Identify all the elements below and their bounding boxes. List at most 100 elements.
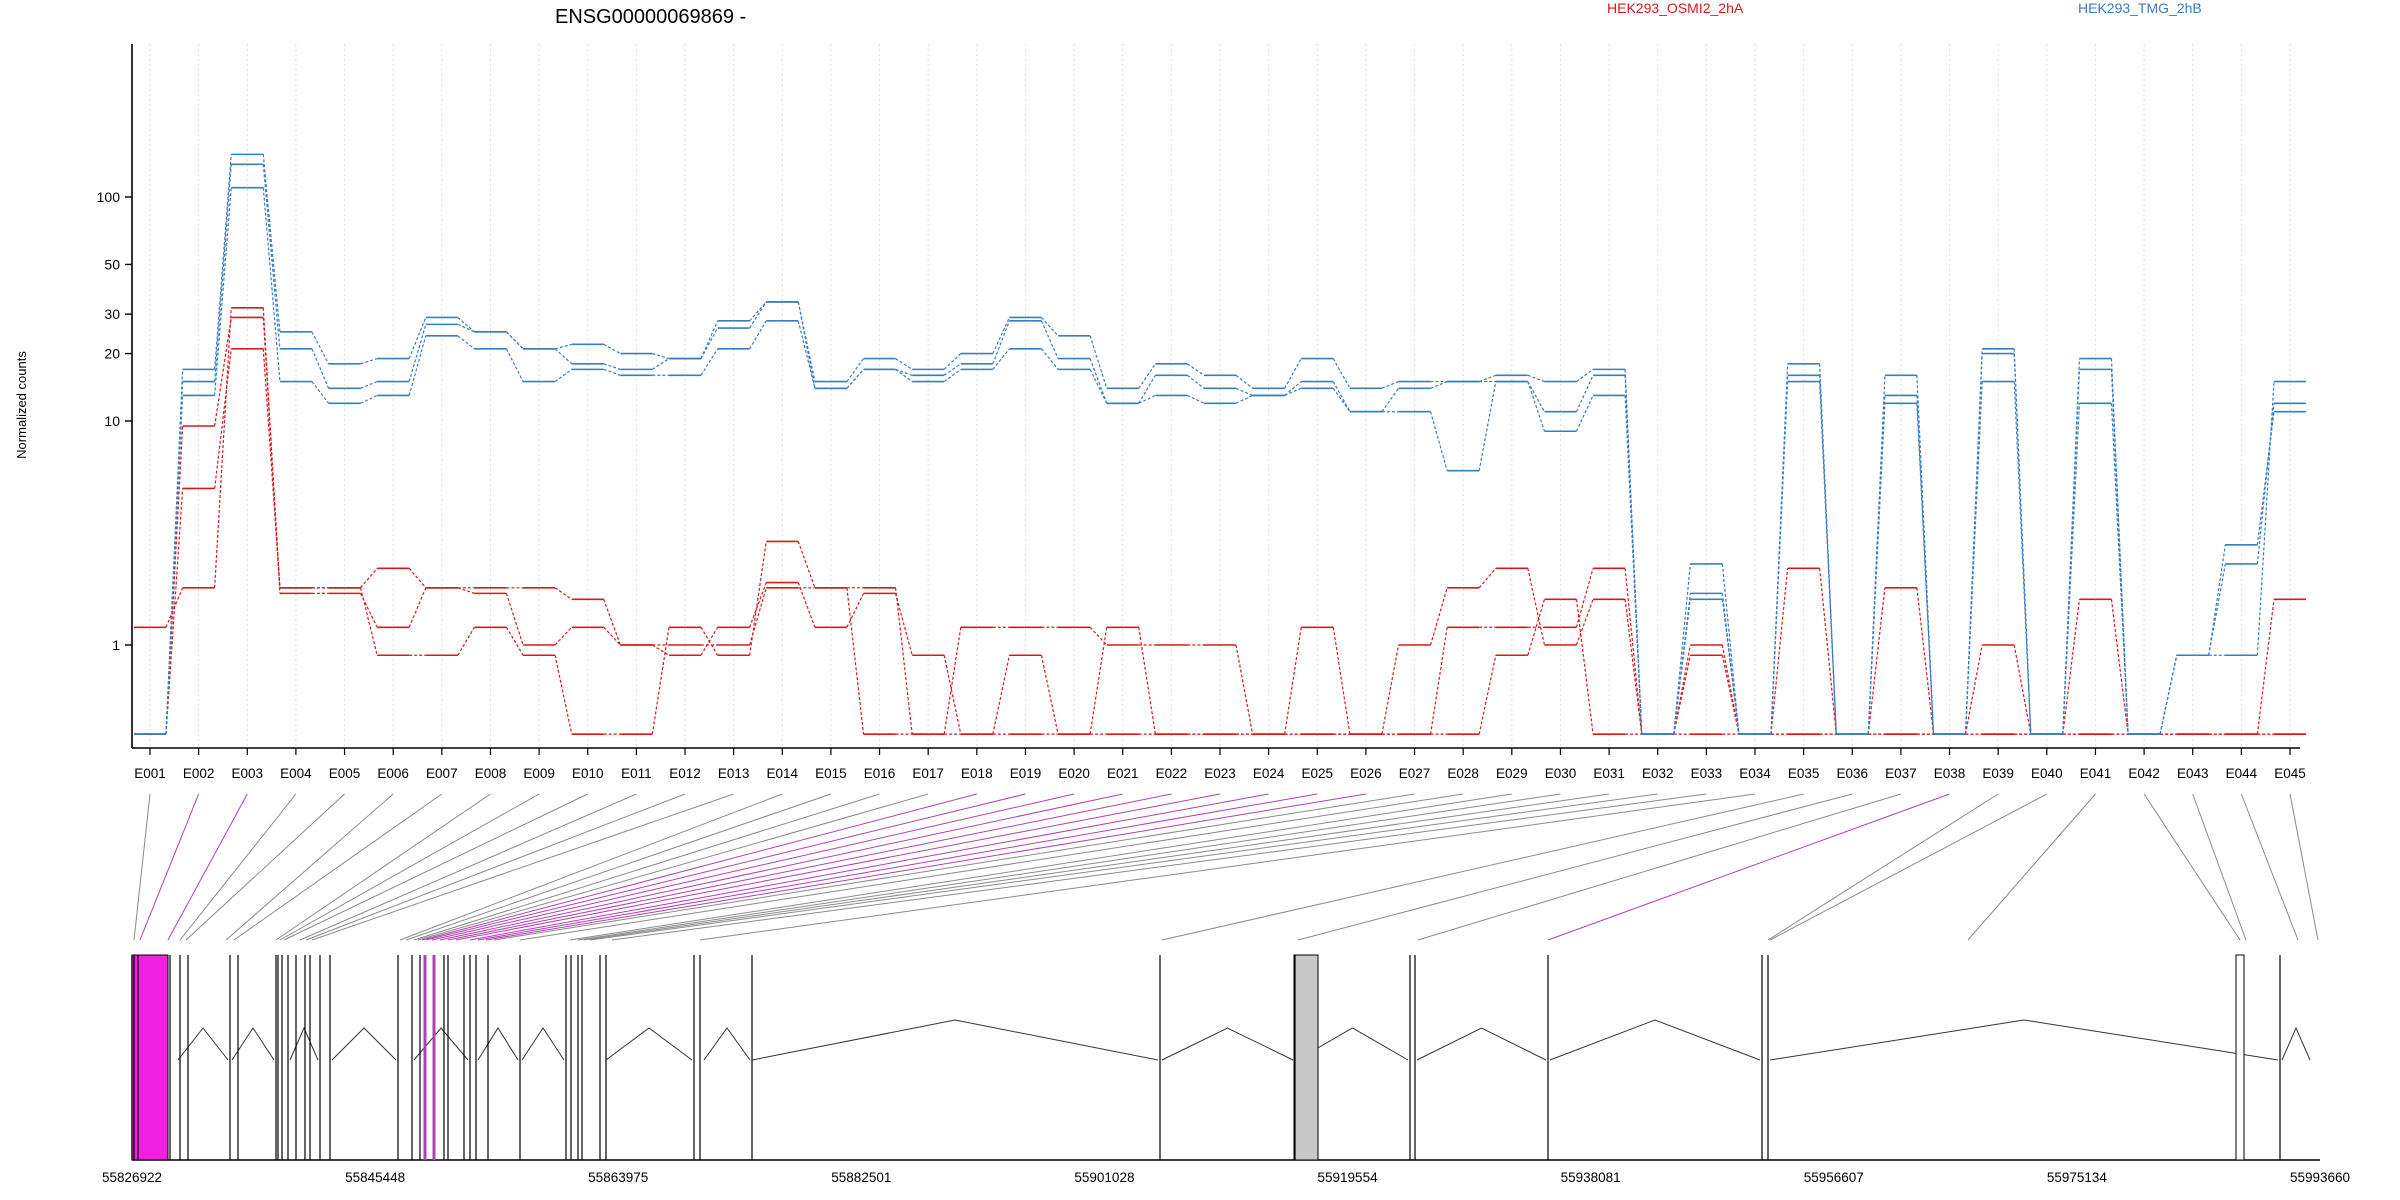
exon-connector [417,793,929,941]
series-0-connector [408,587,427,628]
series-3-connector [1284,358,1302,389]
series-5-connector [992,348,1010,370]
y-axis-label: Normalized counts [14,351,29,459]
exon-connector [611,793,1707,941]
series-4-connector [1284,381,1302,396]
exon-connector [589,793,1658,941]
y-tick-label: 20 [104,346,120,362]
series-4-connector [603,363,621,370]
series-5-connector [1284,387,1302,397]
intron-line [605,1027,693,1061]
series-2-connector [749,541,767,656]
gene-model-area: 55826922 55845448 55863975 55882501 55901028… [102,793,2350,1185]
series-1-connector [1089,626,1108,646]
exon-connector [1161,793,1804,941]
series-0-connector [1040,655,1059,735]
x-tick-label: E038 [1934,766,1966,781]
series-0-connector [457,587,475,594]
series-5-connector [2062,403,2081,735]
x-tick-label: E018 [961,766,993,781]
series-4-connector [214,164,232,382]
series-4-connector [2208,563,2226,656]
series-2-connector [1478,655,1497,735]
x-tick-label: E043 [2177,766,2209,781]
gene-x-label: 55826922 [102,1170,162,1185]
series-0-connector [1964,644,1983,735]
series-5-connector [1235,394,1253,404]
series-3-connector [1721,563,1740,735]
exon-connector [233,793,443,941]
series-0-connector [1575,599,1594,646]
series-3-connector [360,357,378,365]
series-5-connector [360,394,378,404]
series-4-connector [749,301,767,329]
x-tick-label: E007 [426,766,458,781]
x-tick-label: E019 [1010,766,1042,781]
x-tick-label: E036 [1837,766,1869,781]
x-tick-label: E002 [183,766,215,781]
grey-exon-block [1293,954,1319,1161]
x-tick-label: E044 [2226,766,2258,781]
x-tick-label: E031 [1593,766,1625,781]
x-tick-label: E011 [621,766,652,781]
intron-line [413,1027,469,1061]
x-tick-label: E034 [1739,766,1771,781]
series-4-connector [262,164,281,349]
series-4-connector [1916,395,1935,735]
series-5-connector [1575,395,1594,432]
series-3-connector [2208,544,2226,656]
y-tick-label: 30 [104,306,120,322]
series-1-connector [1624,568,1643,735]
exon-connector [477,793,1318,941]
exon-connector [2240,793,2299,941]
gene-x-label: 55863975 [588,1170,648,1185]
series-0-connector [1138,627,1156,735]
y-tick-label: 100 [97,189,121,205]
chart-title: ENSG00000069869 - [555,6,746,28]
gene-x-label: 55901028 [1074,1170,1134,1185]
series-3-connector [1478,374,1497,383]
series-4-connector [895,368,913,376]
exon-connector [583,793,1610,941]
exon-connector [569,793,1512,941]
series-4-connector [1332,381,1351,413]
x-tick-label: E041 [2080,766,2112,781]
series-5-connector [2159,655,2178,735]
series-0-connector [505,593,524,646]
series-0-connector [2110,599,2129,735]
series-1-connector [1673,655,1691,735]
series-2-connector [554,655,573,735]
exon-connector [1767,793,1999,941]
series-2-connector [457,626,475,656]
series-4-connector [1186,374,1205,389]
gene-x-label: 55956607 [1804,1170,1864,1185]
intron-line [703,1027,751,1061]
exon-connector [1417,793,1902,941]
series-1-connector [603,599,621,646]
series-0-connector [1916,587,1935,735]
exon-connector [139,793,200,941]
intron-line [1161,1027,1294,1061]
x-tick-label: E042 [2128,766,2160,781]
intron-line [521,1027,565,1061]
x-tick-label: E012 [669,766,701,781]
x-tick-label: E004 [280,766,312,781]
series-5-connector [262,187,281,382]
series-5-connector [943,368,962,383]
series-3-connector [895,358,913,370]
exon-connector [413,793,880,941]
x-tick-label: E023 [1204,766,1236,781]
exon-connector [1297,793,1853,941]
series-4-connector [2013,353,2032,735]
series-5-connector [1138,394,1156,404]
legend-series-a: HEK293_OSMI2_2hA [1607,0,1744,16]
series-0-connector [262,307,281,594]
exon-connector [2143,793,2241,941]
white-exon-block [2235,954,2245,1161]
series-3-connector [992,317,1010,354]
exon-connector [399,793,783,941]
legend-series-b: HEK293_TMG_2hB [2078,0,2202,16]
series-4-connector [360,380,378,389]
